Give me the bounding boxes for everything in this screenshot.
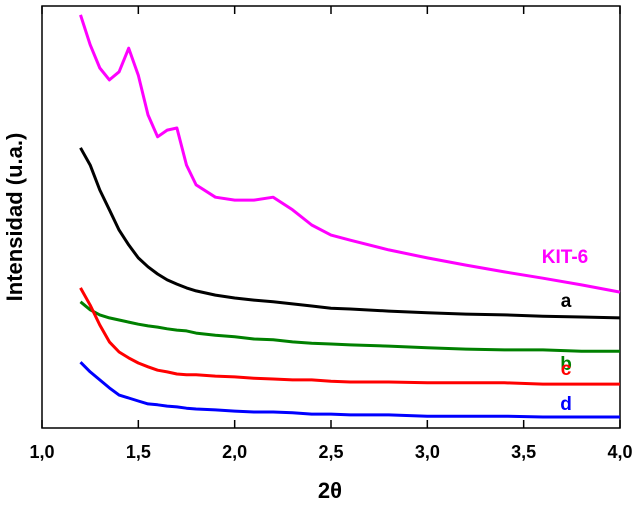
series-line — [79, 361, 620, 419]
series-line — [79, 300, 620, 353]
x-axis-title: 2θ — [318, 478, 342, 503]
plot-frame — [41, 5, 621, 429]
x-tick-label: 3,0 — [415, 442, 440, 462]
series-label: b — [560, 354, 572, 375]
series-label: KIT-6 — [542, 247, 588, 268]
x-tick-label: 1,5 — [126, 442, 151, 462]
series-label: a — [561, 291, 572, 312]
series-label: d — [560, 394, 572, 415]
series-line — [79, 147, 621, 320]
x-tick-label: 1,0 — [29, 442, 54, 462]
x-tick-label: 3,5 — [511, 442, 536, 462]
series-label: c — [561, 359, 572, 380]
y-axis-title: Intensidad (u.a.) — [2, 133, 27, 302]
series-line — [79, 14, 621, 294]
x-tick-label: 2,5 — [318, 442, 343, 462]
series-line — [79, 287, 620, 386]
x-tick-label: 2,0 — [222, 442, 247, 462]
x-tick-label: 4,0 — [607, 442, 632, 462]
